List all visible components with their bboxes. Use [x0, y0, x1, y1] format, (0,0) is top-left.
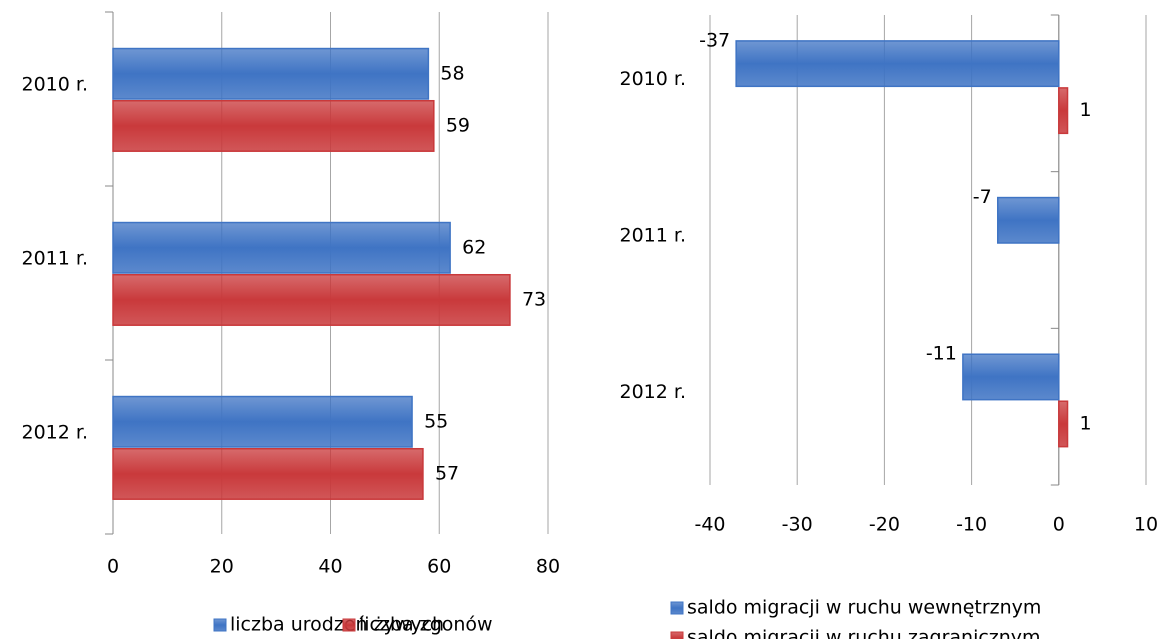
data-label: -7 [973, 186, 992, 208]
category-label: 2012 r. [620, 381, 687, 403]
x-tick-label: 60 [427, 556, 451, 578]
data-label: 57 [435, 462, 459, 484]
data-label: 1 [1080, 99, 1092, 121]
x-tick-label: -40 [694, 514, 725, 536]
bar [735, 40, 1060, 88]
legend-swatch [670, 601, 684, 615]
x-tick-label: 0 [107, 556, 119, 578]
category-label: 2010 r. [22, 74, 89, 96]
bar [112, 47, 430, 100]
data-label: -37 [699, 29, 730, 51]
x-tick-label: 20 [210, 556, 234, 578]
legend-label: liczba urodzeń żywych [230, 614, 444, 636]
bar [112, 221, 451, 274]
bar [1058, 400, 1069, 448]
bar [112, 395, 413, 448]
x-tick-label: 40 [318, 556, 342, 578]
legend-label: saldo migracji w ruchu wewnętrznym [687, 597, 1041, 619]
x-tick-label: 10 [1134, 514, 1158, 536]
bar [962, 353, 1060, 401]
legend-swatch [670, 631, 684, 639]
legend-label: saldo migracji w ruchu zagranicznym [687, 627, 1041, 639]
data-label: -11 [926, 343, 957, 365]
data-label: 58 [440, 62, 464, 84]
data-label: 55 [424, 410, 448, 432]
x-tick-label: 0 [1053, 514, 1065, 536]
bar [997, 196, 1060, 244]
bar [112, 447, 424, 500]
legend-swatch [213, 618, 227, 632]
x-tick-label: 80 [536, 556, 560, 578]
category-label: 2010 r. [620, 68, 687, 90]
category-label: 2012 r. [22, 422, 89, 444]
bar [112, 273, 511, 326]
data-label: 73 [522, 288, 546, 310]
x-tick-label: -20 [869, 514, 900, 536]
bar [1058, 87, 1069, 135]
category-label: 2011 r. [22, 248, 89, 270]
bar [112, 99, 435, 152]
x-tick-label: -30 [782, 514, 813, 536]
x-tick-label: -10 [956, 514, 987, 536]
data-label: 1 [1080, 412, 1092, 434]
data-label: 59 [446, 114, 470, 136]
category-label: 2011 r. [620, 225, 687, 247]
legend-label: liczba zgonów [359, 614, 493, 636]
data-label: 62 [462, 236, 486, 258]
legend-swatch [342, 618, 356, 632]
